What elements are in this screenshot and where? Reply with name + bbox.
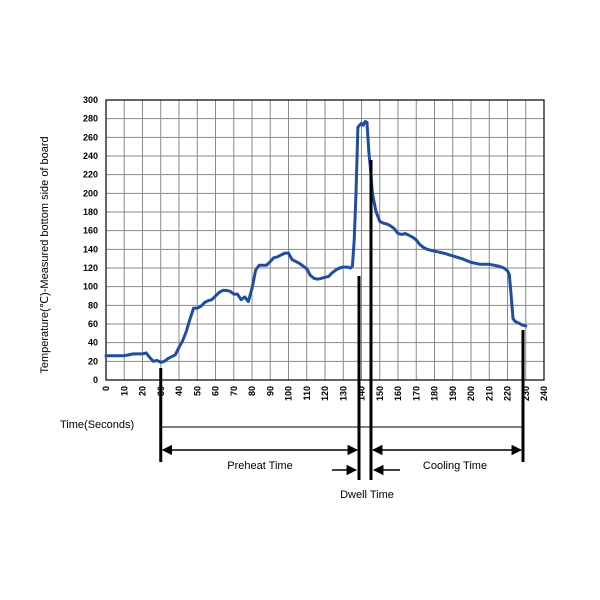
y-tick-label: 120 [83,263,98,273]
y-tick-label: 240 [83,151,98,161]
x-tick-label: 110 [302,386,312,401]
x-tick-label: 40 [174,386,184,396]
x-tick-label: 10 [119,386,129,396]
y-tick-label: 80 [88,300,98,310]
x-tick-label: 90 [265,386,275,396]
x-tick-label: 180 [430,386,440,401]
x-tick-label: 20 [138,386,148,396]
dwell-time-label: Dwell Time [340,489,394,501]
y-tick-label: 0 [93,375,98,385]
y-tick-label: 60 [88,319,98,329]
x-tick-label: 150 [375,386,385,401]
y-tick-label: 160 [83,226,98,236]
y-tick-label: 300 [83,95,98,105]
cooling-time-label: Cooling Time [423,460,487,472]
y-tick-label: 220 [83,170,98,180]
tick-labels: 0102030405060708090100110120130140150160… [83,95,549,401]
y-tick-label: 100 [83,282,98,292]
y-axis-label: Temperature(℃)-Measured bottom side of b… [39,136,51,373]
x-tick-label: 70 [229,386,239,396]
x-tick-label: 60 [211,386,221,396]
x-tick-label: 100 [284,386,294,401]
x-axis-label: Time(Seconds) [60,419,134,431]
preheat-time-label: Preheat Time [227,460,292,472]
y-tick-label: 260 [83,132,98,142]
x-tick-label: 0 [101,386,111,391]
y-tick-label: 180 [83,207,98,217]
x-tick-label: 240 [539,386,549,401]
y-tick-label: 40 [88,338,98,348]
x-tick-label: 80 [247,386,257,396]
grid [105,99,545,381]
x-tick-label: 140 [357,386,367,401]
y-tick-label: 140 [83,244,98,254]
y-tick-label: 200 [83,188,98,198]
x-tick-label: 200 [466,386,476,401]
temperature-series-line [104,120,528,364]
x-tick-label: 210 [484,386,494,401]
x-tick-label: 220 [503,386,513,401]
x-tick-label: 170 [411,386,421,401]
x-tick-label: 50 [192,386,202,396]
x-tick-label: 160 [393,386,403,401]
x-tick-label: 190 [448,386,458,401]
y-tick-label: 20 [88,356,98,366]
y-tick-label: 280 [83,114,98,124]
x-tick-label: 230 [521,386,531,401]
x-tick-label: 120 [320,386,330,401]
plot-border [105,99,545,381]
x-tick-label: 130 [338,386,348,401]
phase-annotations [159,160,525,480]
